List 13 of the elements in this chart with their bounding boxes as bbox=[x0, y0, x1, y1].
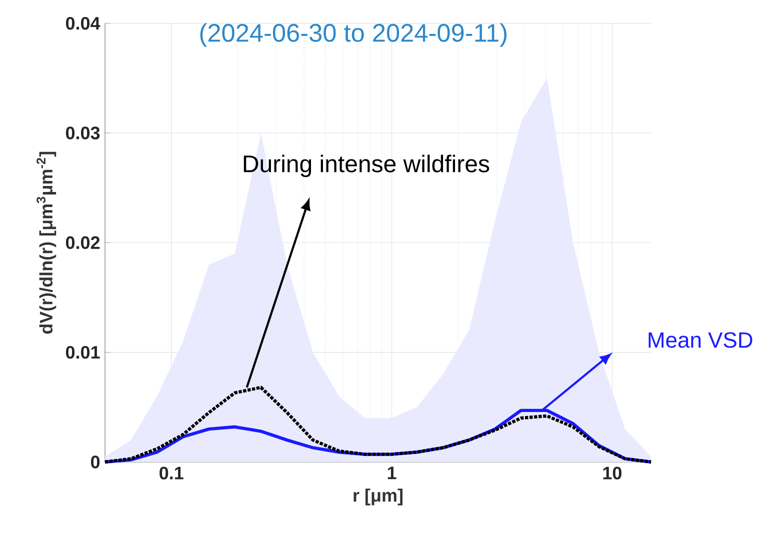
text: During intense wildfires bbox=[244, 154, 490, 178]
x-tick-label: 1 bbox=[388, 466, 396, 480]
x-tick-label: 10 bbox=[603, 466, 622, 480]
x-axis-title: r [μm] bbox=[354, 488, 402, 506]
y-tick-label: 0.04 bbox=[66, 16, 100, 30]
y-tick-label: 0.02 bbox=[66, 236, 100, 250]
y-tick-label: 0.01 bbox=[66, 346, 100, 359]
y-tick-label: 0.03 bbox=[66, 126, 100, 140]
x-tick-label: 0.1 bbox=[160, 466, 184, 480]
text: Mean VSD bbox=[648, 332, 752, 348]
y-axis-title: dV(r)/dln(r) [μm$^{3}$μm$^{-2}$] bbox=[36, 152, 56, 334]
chart-title: (2024-06-30 to 2024-09-11) bbox=[200, 23, 506, 47]
y-tick-label: 0 bbox=[90, 456, 100, 468]
